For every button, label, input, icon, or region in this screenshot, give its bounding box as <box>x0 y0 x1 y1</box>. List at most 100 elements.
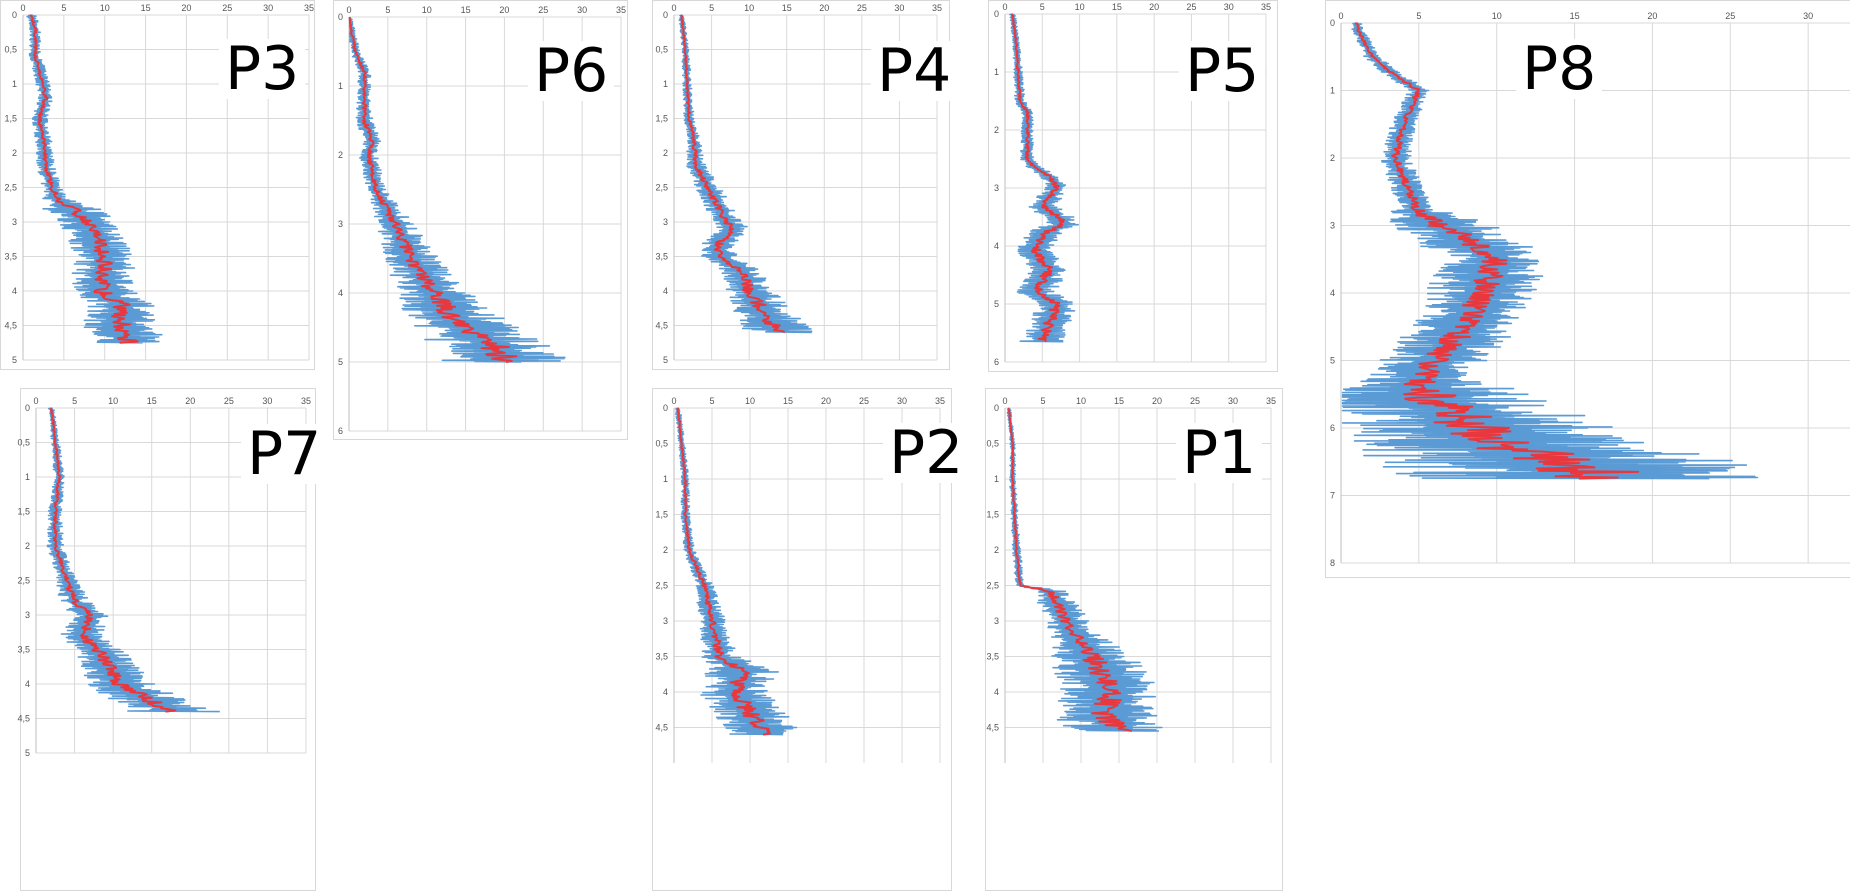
plot-svg: 0 5 10 15 20 25 30 35 0 0,5 1 1,5 2 2,5 3 3,5 4 4,5 5 <box>4 3 314 365</box>
x-tick-label: 30 <box>897 396 907 406</box>
y-tick-label: 5 <box>12 355 17 365</box>
y-tick-label: 5 <box>1330 356 1335 366</box>
plot-svg: 0 5 10 15 20 25 30 35 0 0,5 1 1,5 2 2,5 3 3,5 4 4,5 5 <box>17 396 311 758</box>
x-tick-label: 20 <box>1647 11 1657 21</box>
x-tick-label: 20 <box>181 3 191 13</box>
x-tick-label: 5 <box>1040 396 1045 406</box>
y-tick-label: 0,5 <box>4 45 17 55</box>
x-tick-label: 25 <box>857 3 867 13</box>
y-tick-label: 0 <box>663 10 668 20</box>
y-tick-label: 6 <box>1330 423 1335 433</box>
x-tick-label: 10 <box>108 396 118 406</box>
y-tick-label: 2 <box>12 148 17 158</box>
y-tick-label: 3,5 <box>655 252 668 262</box>
x-tick-label: 10 <box>744 3 754 13</box>
x-tick-label: 30 <box>1803 11 1813 21</box>
series-measured <box>675 407 798 736</box>
x-tick-label: 0 <box>1002 396 1007 406</box>
plot-svg: 0 5 10 15 20 25 30 35 0 0,5 1 1,5 2 2,5 3 3,5 4 4,5 <box>986 396 1276 763</box>
x-tick-label: 20 <box>499 5 509 15</box>
x-tick-label: 5 <box>709 396 714 406</box>
y-tick-label: 2 <box>663 148 668 158</box>
y-tick-label: 0 <box>1330 18 1335 28</box>
y-tick-label: 4 <box>12 286 17 296</box>
y-tick-label: 2 <box>994 545 999 555</box>
x-tick-label: 25 <box>1725 11 1735 21</box>
y-tick-label: 4 <box>994 241 999 251</box>
y-tick-label: 2,5 <box>986 581 999 591</box>
x-tick-label: 20 <box>185 396 195 406</box>
x-tick-label: 0 <box>1002 2 1007 12</box>
plot-svg: 0 5 10 15 20 25 30 35 0 1 2 3 4 5 6 <box>338 5 626 436</box>
x-tick-label: 35 <box>616 5 626 15</box>
x-tick-label: 25 <box>1186 2 1196 12</box>
x-tick-label: 15 <box>147 396 157 406</box>
y-tick-label: 1,5 <box>17 507 30 517</box>
x-tick-label: 15 <box>1114 396 1124 406</box>
x-tick-label: 30 <box>577 5 587 15</box>
y-tick-label: 8 <box>1330 558 1335 568</box>
y-tick-label: 1,5 <box>986 510 999 520</box>
y-tick-label: 3,5 <box>655 652 668 662</box>
y-tick-label: 0 <box>994 403 999 413</box>
x-tick-label: 15 <box>461 5 471 15</box>
y-tick-label: 4 <box>338 288 343 298</box>
y-tick-label: 2,5 <box>655 183 668 193</box>
x-tick-label: 10 <box>745 396 755 406</box>
y-tick-label: 2,5 <box>17 576 30 586</box>
plot-svg: 05101520253035012345678 <box>1330 11 1850 568</box>
y-tick-label: 4,5 <box>4 321 17 331</box>
y-tick-label: 1,5 <box>655 114 668 124</box>
series-smoothed <box>1007 407 1133 732</box>
y-tick-label: 4 <box>1330 288 1335 298</box>
x-tick-label: 30 <box>894 3 904 13</box>
series-smoothed <box>29 14 139 344</box>
series-measured <box>349 16 566 363</box>
y-tick-label: 3,5 <box>986 652 999 662</box>
series-measured <box>1341 22 1759 480</box>
y-tick-label: 4,5 <box>17 714 30 724</box>
series-measured <box>1006 407 1163 732</box>
x-tick-label: 10 <box>1492 11 1502 21</box>
x-tick-label: 0 <box>671 3 676 13</box>
x-tick-label: 5 <box>1040 2 1045 12</box>
x-tick-label: 20 <box>1152 396 1162 406</box>
y-tick-label: 2 <box>663 545 668 555</box>
y-tick-label: 6 <box>338 426 343 436</box>
y-tick-label: 0,5 <box>17 438 30 448</box>
x-tick-label: 35 <box>935 396 945 406</box>
series-smoothed <box>676 407 772 736</box>
y-tick-label: 0,5 <box>986 439 999 449</box>
y-tick-label: 5 <box>25 748 30 758</box>
chart-panel-p3: 0 5 10 15 20 25 30 35 0 0,5 1 1,5 2 2,5 3 3,5 4 4,5 5 P3 <box>0 0 315 370</box>
y-tick-label: 5 <box>663 355 668 365</box>
y-tick-label: 1 <box>663 474 668 484</box>
y-tick-label: 2 <box>994 125 999 135</box>
panel-label: P3 <box>219 39 306 99</box>
y-tick-label: 4,5 <box>986 723 999 733</box>
y-tick-label: 4 <box>994 687 999 697</box>
x-tick-label: 25 <box>1190 396 1200 406</box>
y-tick-label: 0 <box>12 10 17 20</box>
y-tick-label: 0,5 <box>655 45 668 55</box>
x-tick-label: 5 <box>1416 11 1421 21</box>
x-tick-label: 0 <box>346 5 351 15</box>
y-tick-label: 3 <box>663 616 668 626</box>
y-tick-label: 0,5 <box>655 439 668 449</box>
y-tick-label: 1,5 <box>4 114 17 124</box>
chart-panel-p1: 0 5 10 15 20 25 30 35 0 0,5 1 1,5 2 2,5 3 3,5 4 4,5 P1 <box>985 388 1283 891</box>
x-tick-label: 10 <box>100 3 110 13</box>
panel-label: P1 <box>1176 423 1263 483</box>
panel-label: P6 <box>528 41 615 101</box>
y-tick-label: 2,5 <box>4 183 17 193</box>
panel-label: P5 <box>1179 41 1266 101</box>
x-tick-label: 5 <box>61 3 66 13</box>
series-smoothed <box>1010 13 1065 343</box>
x-tick-label: 15 <box>1570 11 1580 21</box>
x-tick-label: 0 <box>671 396 676 406</box>
series-smoothed <box>49 407 177 713</box>
y-tick-label: 0 <box>663 403 668 413</box>
series-measured <box>678 14 813 334</box>
plot-svg: 0 5 10 15 20 25 30 35 0 0,5 1 1,5 2 2,5 3 3,5 4 4,5 <box>655 396 945 763</box>
y-tick-label: 3 <box>994 183 999 193</box>
